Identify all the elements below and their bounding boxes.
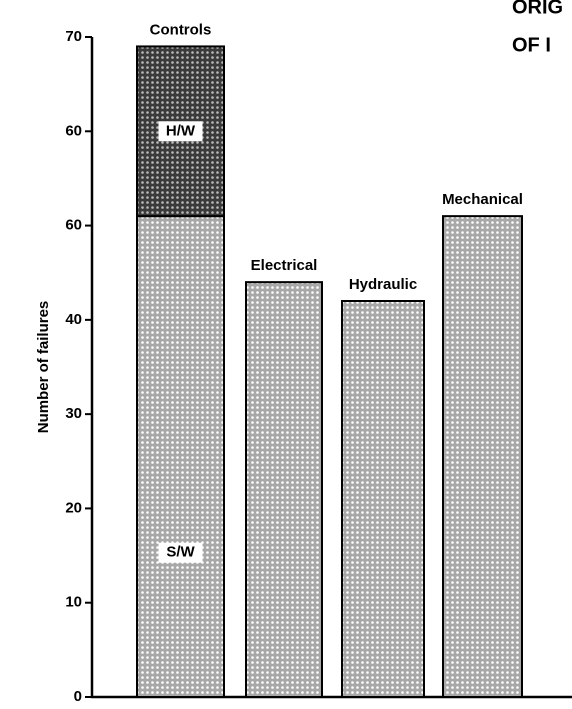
segment-label-bg bbox=[158, 542, 203, 563]
annotation: OF I bbox=[512, 34, 551, 56]
bar-segment bbox=[245, 281, 323, 698]
category-label: Controls bbox=[150, 21, 212, 38]
segment-label: H/W bbox=[166, 122, 196, 139]
y-tick-label: 60 bbox=[65, 122, 82, 139]
annotation: ORIG bbox=[512, 0, 563, 18]
category-label: Hydraulic bbox=[349, 276, 417, 293]
y-tick-label: 70 bbox=[65, 28, 82, 45]
bar-segment bbox=[341, 300, 425, 698]
category-label: Mechanical bbox=[442, 191, 523, 208]
y-tick-label: 40 bbox=[65, 311, 82, 328]
y-tick-label: 20 bbox=[65, 499, 82, 516]
y-tick-label: 0 bbox=[74, 688, 82, 705]
segment-label-bg bbox=[158, 121, 203, 142]
bar-segment bbox=[136, 215, 225, 698]
y-tick-label: 60 bbox=[65, 217, 82, 234]
y-tick-label: 30 bbox=[65, 405, 82, 422]
y-axis-label: Number of failures bbox=[35, 301, 52, 434]
segment-label: S/W bbox=[166, 544, 195, 561]
y-tick-label: 10 bbox=[65, 594, 82, 611]
category-label: Electrical bbox=[251, 257, 318, 274]
bar-segment bbox=[442, 215, 523, 698]
